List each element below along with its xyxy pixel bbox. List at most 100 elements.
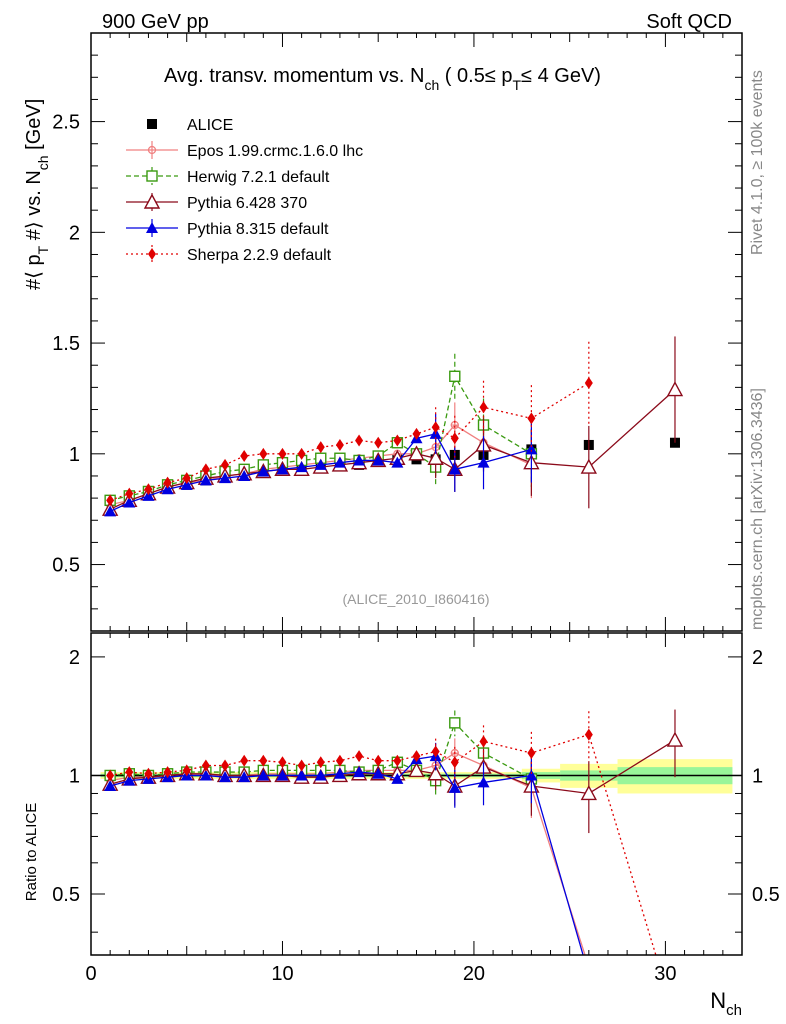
data-point — [580, 784, 597, 801]
data-point — [449, 370, 461, 382]
data-point — [180, 478, 193, 490]
series-line — [109, 382, 590, 501]
data-point — [201, 759, 210, 772]
x-tick-label: 0 — [85, 963, 96, 985]
ratio-series-4 — [106, 711, 657, 955]
data-point — [148, 248, 156, 260]
data-point — [144, 483, 153, 496]
data-point — [477, 456, 490, 468]
data-point — [431, 745, 440, 758]
data-point — [238, 469, 251, 481]
data-point — [479, 401, 488, 414]
y-tick-label: 2 — [69, 222, 80, 244]
data-point — [316, 756, 325, 769]
y-tick-label: 2.5 — [52, 112, 80, 134]
ratio-y-tick-label: 1 — [69, 765, 80, 787]
data-point — [666, 731, 684, 747]
legend-label: Herwig 7.2.1 default — [187, 169, 330, 186]
data-point — [125, 766, 134, 779]
legend-entry: Epos 1.99.crmc.1.6.0 lhc — [126, 141, 363, 160]
y-tick-label: 1.5 — [52, 333, 80, 355]
data-point — [106, 494, 115, 507]
data-point — [257, 769, 270, 781]
data-point — [295, 461, 308, 473]
data-point — [219, 771, 232, 783]
data-point — [314, 769, 327, 781]
x-axis-label: Nch — [710, 988, 742, 1019]
legend-entry: ALICE — [147, 117, 233, 134]
data-point — [393, 754, 402, 767]
data-point — [125, 487, 134, 500]
legend-label: Sherpa 2.2.9 default — [187, 247, 332, 264]
data-point — [391, 456, 404, 468]
data-point — [104, 505, 117, 517]
data-point — [278, 756, 287, 769]
legend-entry: Pythia 8.315 default — [126, 219, 329, 238]
data-point — [448, 463, 461, 475]
data-point — [333, 767, 346, 779]
legend-label: ALICE — [187, 117, 233, 134]
data-point — [393, 434, 402, 447]
x-tick-label: 10 — [271, 963, 293, 985]
x-tick-label: 30 — [654, 963, 676, 985]
rivet-label: Rivet 4.1.0, ≥ 100k events — [749, 70, 766, 255]
ratio-line — [109, 755, 584, 955]
legend-label: Pythia 6.428 370 — [187, 195, 307, 212]
data-point — [448, 781, 461, 793]
data-point — [372, 454, 385, 466]
data-point — [450, 756, 459, 769]
ratio-y-tick-label-right: 1 — [752, 765, 763, 787]
data-point — [527, 412, 536, 425]
data-point — [259, 447, 268, 460]
data-point — [163, 476, 172, 489]
data-point — [477, 776, 490, 788]
data-point — [297, 447, 306, 460]
data-point — [355, 434, 364, 447]
data-point — [355, 750, 364, 763]
data-point — [584, 728, 593, 741]
data-point — [221, 759, 230, 772]
data-point — [427, 765, 444, 781]
data-point — [525, 443, 538, 455]
ratio-line — [110, 733, 657, 955]
data-point — [123, 774, 136, 786]
header-left: 900 GeV pp — [102, 11, 209, 33]
data-point — [144, 767, 153, 780]
legend-label: Epos 1.99.crmc.1.6.0 lhc — [187, 143, 363, 160]
mcplots-label: mcplots.cern.ch [arXiv:1306.3436] — [749, 388, 766, 630]
data-point — [104, 780, 117, 792]
data-point — [374, 436, 383, 449]
data-point — [431, 421, 440, 434]
data-point — [580, 458, 597, 474]
data-point — [353, 766, 366, 778]
x-tick-label: 20 — [463, 963, 485, 985]
data-point — [201, 463, 210, 476]
series-5 — [106, 341, 593, 507]
ratio-series-3 — [104, 742, 584, 955]
ratio-y-tick-label-right: 0.5 — [752, 884, 780, 906]
data-point — [450, 432, 459, 445]
data-point — [408, 445, 425, 461]
data-point — [353, 454, 366, 466]
ratio-line — [110, 752, 586, 955]
ratio-y-tick-label: 0.5 — [52, 884, 80, 906]
series-4 — [104, 413, 538, 517]
legend-entry: Herwig 7.2.1 default — [126, 167, 330, 186]
data-point — [276, 769, 289, 781]
data-point — [276, 463, 289, 475]
y-axis-label: #⟨ pT #⟩ vs. Nch [GeV] — [23, 99, 51, 290]
data-point — [143, 193, 161, 209]
data-point — [259, 754, 268, 767]
data-point — [427, 449, 444, 465]
data-point — [221, 458, 230, 471]
ratio-y-axis-label: Ratio to ALICE — [23, 803, 40, 901]
data-point — [666, 381, 684, 397]
data-point — [238, 771, 251, 783]
data-point — [527, 747, 536, 760]
y-tick-label: 1 — [69, 444, 80, 466]
data-point — [449, 717, 461, 729]
analysis-watermark: (ALICE_2010_I860416) — [342, 591, 489, 607]
data-point — [147, 145, 157, 155]
header-right: Soft QCD — [646, 11, 732, 33]
